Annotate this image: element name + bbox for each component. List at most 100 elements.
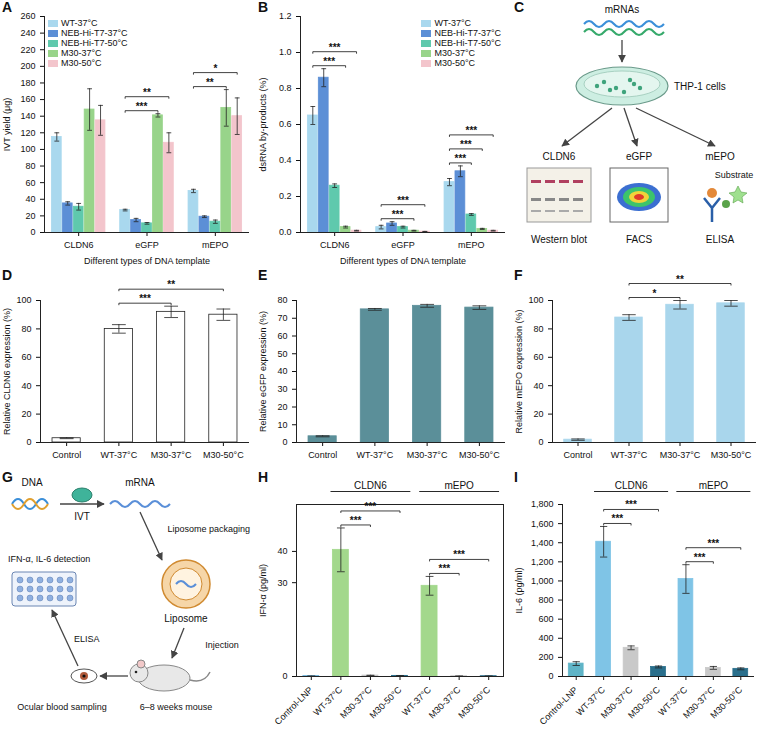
svg-text:mRNA: mRNA bbox=[125, 477, 155, 488]
svg-text:0: 0 bbox=[548, 671, 553, 681]
svg-text:Control-LNP: Control-LNP bbox=[273, 685, 315, 727]
svg-text:0.8: 0.8 bbox=[279, 83, 292, 93]
svg-text:M30-50°C: M30-50°C bbox=[456, 684, 492, 720]
svg-text:*: * bbox=[653, 288, 657, 299]
svg-text:Relative mEPO expression (%): Relative mEPO expression (%) bbox=[514, 309, 524, 433]
svg-text:mEPO: mEPO bbox=[705, 151, 735, 162]
svg-text:M30-50°C: M30-50°C bbox=[459, 450, 500, 460]
svg-text:***: *** bbox=[612, 513, 624, 524]
svg-text:80: 80 bbox=[21, 324, 31, 334]
svg-text:Liposome: Liposome bbox=[164, 613, 208, 624]
svg-text:800: 800 bbox=[538, 595, 553, 605]
svg-text:1,200: 1,200 bbox=[531, 557, 554, 567]
svg-text:0.0: 0.0 bbox=[279, 227, 292, 237]
svg-text:60: 60 bbox=[21, 352, 31, 362]
svg-text:***: *** bbox=[365, 501, 377, 512]
svg-text:WT-37°C: WT-37°C bbox=[357, 450, 394, 460]
svg-text:M30-37°C: M30-37°C bbox=[151, 450, 192, 460]
svg-text:30: 30 bbox=[277, 578, 287, 588]
svg-text:*: * bbox=[213, 63, 217, 74]
svg-text:1,400: 1,400 bbox=[531, 538, 554, 548]
svg-text:0: 0 bbox=[538, 437, 543, 447]
svg-text:140: 140 bbox=[20, 111, 35, 121]
svg-text:Control: Control bbox=[308, 450, 337, 460]
svg-text:IFN-α (pg/ml): IFN-α (pg/ml) bbox=[258, 564, 268, 617]
svg-text:40: 40 bbox=[25, 194, 35, 204]
svg-text:20: 20 bbox=[533, 409, 543, 419]
svg-text:Control: Control bbox=[52, 450, 81, 460]
svg-text:40: 40 bbox=[277, 366, 287, 376]
svg-text:M30-50°C: M30-50°C bbox=[708, 684, 744, 720]
svg-text:0: 0 bbox=[282, 437, 287, 447]
svg-text:eGFP: eGFP bbox=[135, 240, 159, 250]
svg-text:20: 20 bbox=[277, 402, 287, 412]
svg-text:Different types of DNA templat: Different types of DNA template bbox=[84, 256, 210, 266]
svg-text:Injection: Injection bbox=[205, 640, 239, 650]
svg-text:1.0: 1.0 bbox=[279, 47, 292, 57]
svg-text:10: 10 bbox=[277, 420, 287, 430]
svg-text:IL-6 (pg/ml): IL-6 (pg/ml) bbox=[514, 567, 524, 613]
svg-text:60: 60 bbox=[533, 352, 543, 362]
svg-text:**: ** bbox=[676, 274, 684, 285]
svg-text:0: 0 bbox=[30, 227, 35, 237]
svg-text:**: ** bbox=[143, 87, 151, 98]
svg-text:IVT: IVT bbox=[74, 511, 90, 522]
svg-text:1,600: 1,600 bbox=[531, 518, 554, 528]
svg-text:mEPO: mEPO bbox=[699, 480, 729, 491]
svg-text:0.4: 0.4 bbox=[279, 155, 292, 165]
svg-text:50: 50 bbox=[277, 349, 287, 359]
svg-text:80: 80 bbox=[533, 324, 543, 334]
svg-text:1,000: 1,000 bbox=[531, 576, 554, 586]
svg-text:Relative eGFP expression (%): Relative eGFP expression (%) bbox=[258, 311, 268, 432]
svg-text:0.2: 0.2 bbox=[279, 191, 292, 201]
svg-text:Ocular blood sampling: Ocular blood sampling bbox=[17, 702, 107, 712]
svg-text:Control: Control bbox=[563, 450, 592, 460]
svg-text:0: 0 bbox=[26, 437, 31, 447]
svg-text:***: *** bbox=[323, 56, 335, 67]
svg-text:CLDN6: CLDN6 bbox=[543, 151, 576, 162]
svg-text:180: 180 bbox=[20, 78, 35, 88]
svg-text:***: *** bbox=[139, 293, 151, 304]
svg-text:400: 400 bbox=[538, 633, 553, 643]
svg-text:***: *** bbox=[350, 515, 362, 526]
svg-text:70: 70 bbox=[277, 313, 287, 323]
svg-text:100: 100 bbox=[20, 144, 35, 154]
svg-text:80: 80 bbox=[277, 295, 287, 305]
svg-text:1.2: 1.2 bbox=[279, 11, 292, 21]
svg-text:M30-37°C: M30-37°C bbox=[407, 450, 448, 460]
svg-text:eGFP: eGFP bbox=[391, 240, 415, 250]
svg-text:mRNAs: mRNAs bbox=[605, 4, 639, 15]
svg-text:CLDN6: CLDN6 bbox=[320, 240, 350, 250]
svg-text:***: *** bbox=[455, 153, 467, 164]
svg-text:mEPO: mEPO bbox=[202, 240, 229, 250]
svg-text:M30-50°C: M30-50°C bbox=[711, 450, 752, 460]
svg-text:THP-1 cells: THP-1 cells bbox=[674, 81, 726, 92]
svg-text:80: 80 bbox=[25, 161, 35, 171]
svg-text:WT-37°C: WT-37°C bbox=[611, 450, 648, 460]
svg-text:1,800: 1,800 bbox=[531, 499, 554, 509]
svg-text:M30-37°C: M30-37°C bbox=[660, 450, 701, 460]
svg-text:Different types of DNA templat: Different types of DNA template bbox=[340, 256, 466, 266]
svg-text:***: *** bbox=[465, 125, 477, 136]
svg-text:FACS: FACS bbox=[626, 234, 652, 245]
svg-text:6–8 weeks mouse: 6–8 weeks mouse bbox=[140, 702, 213, 712]
svg-text:**: ** bbox=[206, 77, 214, 88]
svg-text:IFN-α, IL-6 detection: IFN-α, IL-6 detection bbox=[8, 554, 90, 564]
svg-text:**: ** bbox=[167, 279, 175, 290]
svg-text:IVT yield (μg): IVT yield (μg) bbox=[2, 98, 12, 152]
svg-text:M30-50°C: M30-50°C bbox=[203, 450, 244, 460]
svg-text:mEPO: mEPO bbox=[444, 480, 474, 491]
svg-text:M30-50°C: M30-50°C bbox=[368, 684, 404, 720]
svg-text:200: 200 bbox=[20, 61, 35, 71]
svg-text:***: *** bbox=[329, 42, 341, 53]
svg-text:***: *** bbox=[460, 139, 472, 150]
svg-text:60: 60 bbox=[277, 331, 287, 341]
svg-text:200: 200 bbox=[538, 652, 553, 662]
svg-text:260: 260 bbox=[20, 11, 35, 21]
svg-text:CLDN6: CLDN6 bbox=[354, 480, 387, 491]
svg-text:***: *** bbox=[708, 538, 720, 549]
svg-text:mEPO: mEPO bbox=[458, 240, 485, 250]
svg-text:***: *** bbox=[453, 549, 465, 560]
svg-text:WT-37°C: WT-37°C bbox=[101, 450, 138, 460]
svg-text:dsRNA by-products (%): dsRNA by-products (%) bbox=[258, 77, 268, 171]
